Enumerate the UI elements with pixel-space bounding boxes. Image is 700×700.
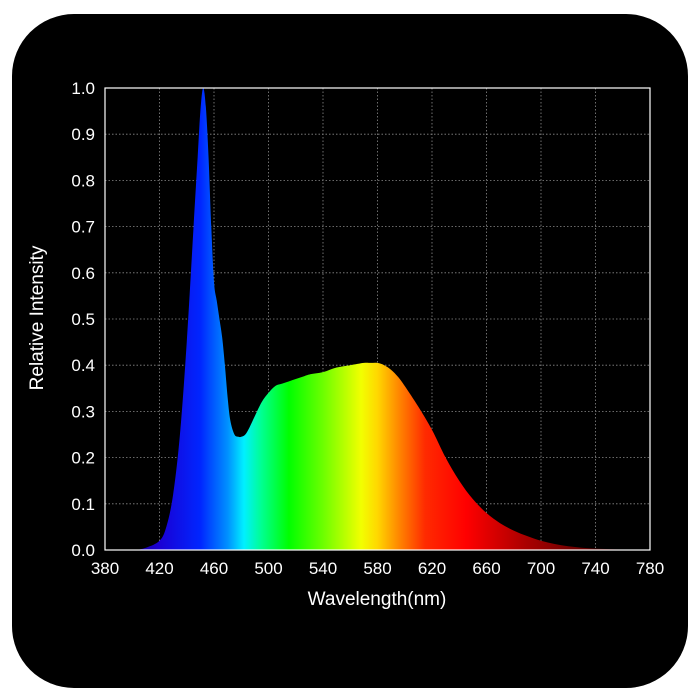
y-tick-label-7: 0.7 xyxy=(71,218,95,237)
x-tick-label-580: 580 xyxy=(363,559,391,578)
y-tick-label-10: 1.0 xyxy=(71,79,95,98)
x-tick-labels: 380 420 460 500 540 580 620 660 700 740 780 xyxy=(91,559,664,578)
y-axis-title: Relative Intensity xyxy=(27,245,48,390)
x-tick-label-780: 780 xyxy=(636,559,664,578)
y-tick-label-3: 0.3 xyxy=(71,402,95,421)
y-tick-label-1: 0.1 xyxy=(71,495,95,514)
chart-card xyxy=(12,14,688,688)
x-tick-label-420: 420 xyxy=(145,559,173,578)
x-tick-label-460: 460 xyxy=(200,559,228,578)
x-axis-title: Wavelength(nm) xyxy=(308,589,447,610)
y-tick-label-9: 0.9 xyxy=(71,125,95,144)
y-tick-label-4: 0.4 xyxy=(71,356,95,375)
y-tick-label-2: 0.2 xyxy=(71,449,95,468)
plot-frame xyxy=(104,87,651,551)
x-tick-label-620: 620 xyxy=(418,559,446,578)
x-tick-label-740: 740 xyxy=(581,559,609,578)
x-tick-label-380: 380 xyxy=(91,559,119,578)
y-tick-labels: 0.0 0.1 0.2 0.3 0.4 0.5 0.6 0.7 0.8 0.9 1.0 xyxy=(71,79,95,560)
x-tick-label-500: 500 xyxy=(254,559,282,578)
y-tick-label-0: 0.0 xyxy=(71,541,95,560)
x-tick-label-540: 540 xyxy=(309,559,337,578)
y-tick-label-5: 0.5 xyxy=(71,310,95,329)
y-tick-label-6: 0.6 xyxy=(71,264,95,283)
y-tick-label-8: 0.8 xyxy=(71,171,95,190)
x-tick-label-700: 700 xyxy=(527,559,555,578)
spectrum-area xyxy=(105,87,650,551)
x-tick-label-660: 660 xyxy=(472,559,500,578)
